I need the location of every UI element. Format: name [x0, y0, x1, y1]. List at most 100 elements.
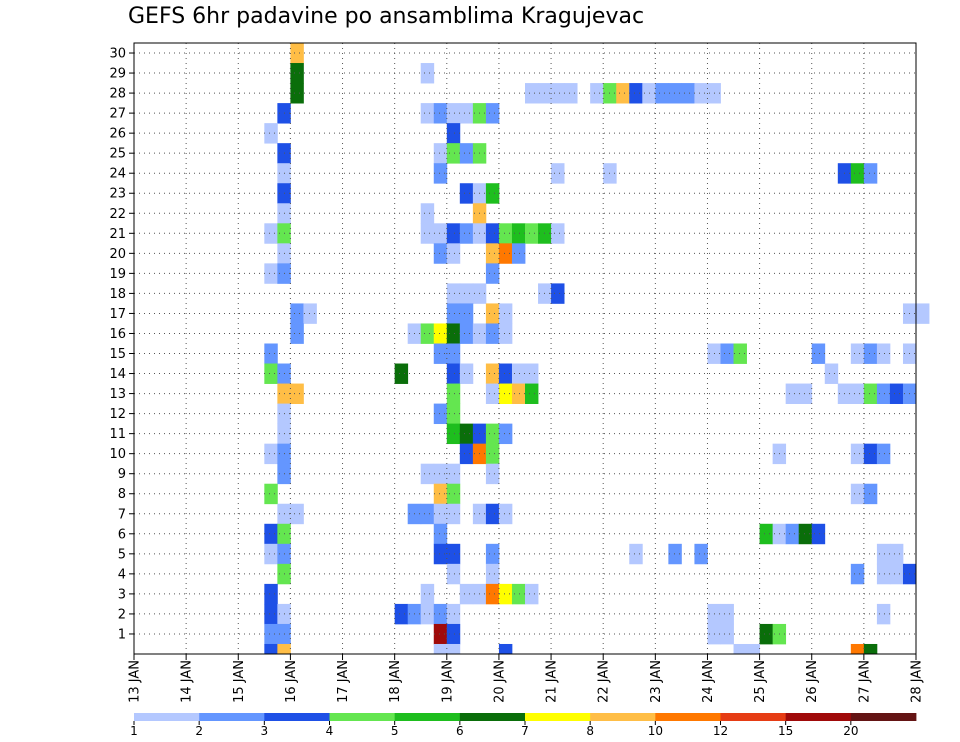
heatmap-cell	[433, 503, 448, 525]
ytick-label: 11	[109, 427, 126, 442]
heatmap-cell	[485, 183, 500, 204]
heatmap-cell	[433, 163, 448, 184]
heatmap-cell	[525, 223, 539, 244]
xtick-label: 17 JAN	[336, 660, 351, 703]
legend-swatch	[655, 713, 721, 721]
heatmap-cell	[759, 623, 774, 645]
ytick-label: 5	[118, 547, 126, 562]
heatmap-cell	[485, 463, 500, 485]
legend-label: 15	[778, 724, 793, 738]
heatmap-cell	[446, 403, 461, 425]
heatmap-cell	[433, 643, 448, 655]
heatmap-cell	[290, 63, 304, 84]
heatmap-cell	[264, 363, 278, 384]
legend-label: 7	[521, 724, 529, 738]
heatmap-cell	[694, 543, 708, 565]
heatmap-cell	[459, 183, 474, 204]
heatmap-cell	[498, 503, 513, 525]
heatmap-cell	[811, 343, 826, 364]
xtick-label: 19 JAN	[440, 660, 455, 703]
heatmap-cell	[446, 243, 461, 264]
heatmap-cell	[655, 83, 669, 104]
heatmap-cell	[785, 383, 800, 404]
heatmap-cell	[420, 603, 435, 625]
legend-swatch	[720, 713, 787, 721]
heatmap-cell	[446, 383, 461, 404]
heatmap-cell	[433, 403, 448, 425]
heatmap-cell	[446, 463, 461, 485]
heatmap-cell	[511, 383, 526, 404]
ytick-label: 23	[109, 187, 126, 202]
heatmap-cell	[485, 503, 500, 525]
heatmap-cell	[863, 343, 878, 364]
heatmap-cell	[485, 443, 500, 465]
heatmap-cell	[459, 143, 474, 164]
heatmap-cell	[668, 83, 682, 104]
ytick-label: 13	[109, 387, 126, 402]
legend-swatch	[459, 713, 526, 721]
ytick-label: 10	[109, 447, 126, 462]
legend-label: 12	[713, 724, 728, 738]
heatmap-cell	[850, 383, 865, 404]
xtick-label: 27 JAN	[857, 660, 872, 703]
y-axis: 1234567891011121314151617181920212223242…	[109, 47, 134, 642]
ytick-label: 22	[109, 207, 126, 222]
heatmap-cell	[459, 223, 474, 244]
heatmap-cell	[720, 603, 734, 625]
heatmap-cell	[446, 303, 461, 324]
xtick-label: 15 JAN	[232, 660, 247, 703]
ytick-label: 29	[109, 67, 126, 82]
heatmap-cell	[590, 83, 604, 104]
heatmap-cell	[863, 643, 878, 655]
heatmap-cell	[433, 543, 448, 565]
heatmap-cell	[485, 223, 500, 244]
heatmap-cell	[433, 323, 448, 344]
ytick-label: 15	[109, 347, 126, 362]
heatmap-cell	[511, 243, 526, 264]
heatmap-cell	[824, 363, 839, 384]
xtick-label: 26 JAN	[805, 660, 820, 703]
legend-label: 6	[456, 724, 464, 738]
ytick-label: 17	[109, 307, 126, 322]
heatmap-cell	[420, 503, 435, 525]
heatmap-cell	[446, 643, 461, 655]
heatmap-cell	[446, 143, 461, 164]
heatmap-cell	[876, 443, 891, 465]
heatmap-cell	[485, 303, 500, 324]
xtick-label: 22 JAN	[597, 660, 612, 703]
heatmap-cell	[485, 563, 500, 585]
heatmap-cell	[720, 343, 734, 364]
heatmap-cell	[459, 583, 474, 605]
heatmap-cell	[551, 283, 565, 304]
heatmap-cell	[629, 83, 643, 104]
heatmap-cell	[420, 203, 435, 224]
heatmap-cell	[876, 563, 891, 585]
heatmap-cell	[420, 463, 435, 485]
heatmap-cell	[511, 363, 526, 384]
legend-swatch	[134, 713, 200, 721]
heatmap-cell	[668, 543, 682, 565]
legend-label: 8	[586, 724, 594, 738]
heatmap-cell	[498, 643, 513, 655]
heatmap-cell	[264, 343, 278, 364]
ytick-label: 14	[109, 367, 126, 382]
heatmap-cell	[420, 103, 435, 124]
heatmap-cell	[564, 83, 578, 104]
xtick-label: 23 JAN	[649, 660, 664, 703]
heatmap-cell	[850, 163, 865, 184]
heatmap-cell	[433, 243, 448, 264]
chart-title: GEFS 6hr padavine po ansamblima Kragujev…	[128, 4, 645, 29]
legend: 1 2 3 4 5 6 7 8 10 12 15 20	[130, 713, 917, 738]
heatmap-cell	[290, 383, 304, 404]
heatmap-cell	[889, 563, 904, 585]
heatmap-cell	[433, 143, 448, 164]
heatmap-cell	[290, 323, 304, 344]
legend-label: 5	[391, 724, 399, 738]
heatmap-cell	[850, 443, 865, 465]
heatmap-cell	[264, 483, 278, 505]
heatmap-cell	[850, 483, 865, 505]
heatmap-cell	[459, 103, 474, 124]
heatmap-cell	[420, 63, 435, 84]
heatmap-cell	[459, 443, 474, 465]
